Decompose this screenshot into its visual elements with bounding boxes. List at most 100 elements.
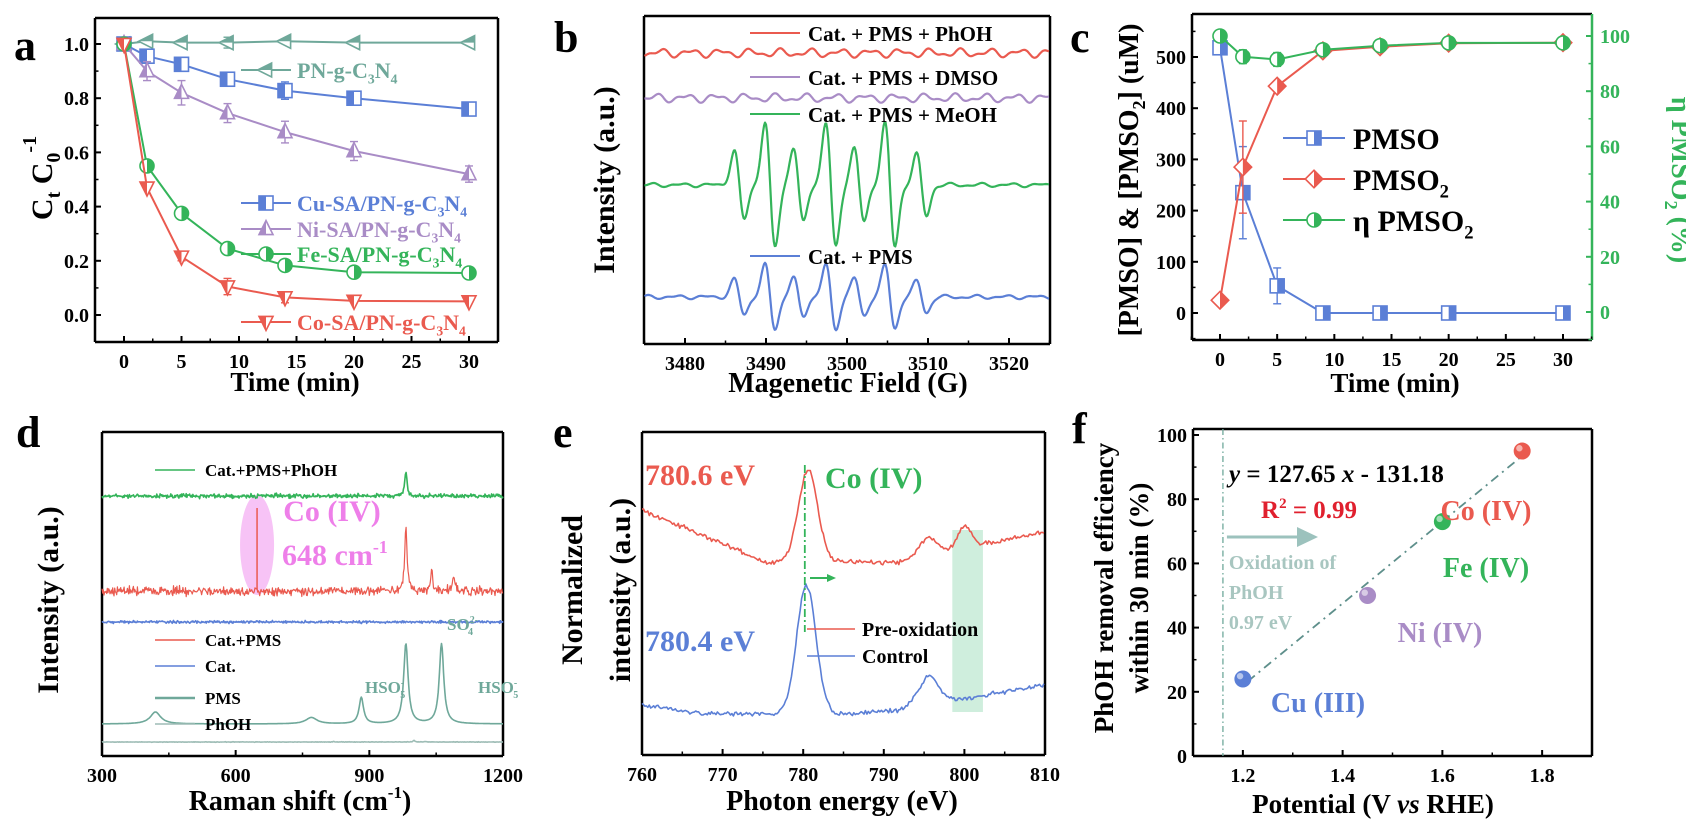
panel-c-ylabel: [PMSO] & [PMSO2] (uM)	[1114, 23, 1149, 336]
panel-c-point-fill	[1277, 278, 1285, 293]
panel-f-point-highlight	[1236, 672, 1244, 680]
panel-c-xtick-label: 5	[1272, 349, 1282, 371]
panel-f-xtick-label: 1.2	[1230, 765, 1255, 787]
panel-a-xtick-label: 20	[344, 351, 364, 373]
panel-a-legend-label: Ni-SA/PN-g-C3N4	[297, 217, 461, 246]
panel-a-point-fill	[117, 38, 124, 53]
panel-a-xlabel: Time (min)	[230, 367, 359, 397]
panel-f-threshold-label: Oxidation of	[1229, 552, 1337, 574]
panel-d-series-line-0	[101, 471, 504, 500]
panel-c-point-fill	[1322, 306, 1330, 320]
panel-c-xtick-label: 0	[1215, 349, 1225, 371]
panel-a-point-fill	[147, 158, 154, 173]
panel-d-peak-label: SO2-4	[447, 615, 478, 638]
panel-d-co-iv-label: Co (IV)	[283, 495, 381, 528]
panel-e-xtick-label: 790	[869, 764, 899, 786]
panel-c-point-fill	[1448, 35, 1456, 50]
panel-c-point-fill	[1563, 35, 1570, 50]
panel-a-point-fill	[345, 35, 360, 43]
panel-c-pmso-chart: 0 5 10 15 20 25 300100200300400500020406080100…	[1114, 12, 1686, 398]
panel-a-legend-label: PN-g-C3N4	[297, 58, 398, 87]
panel-a-legend-label: Co-SA/PN-g-C3N4	[297, 310, 466, 339]
panel-letter-e: e	[553, 408, 573, 457]
panel-c-xtick-label: 25	[1496, 349, 1516, 371]
panel-f-xlabel: Potential (V vs RHE)	[1252, 789, 1494, 819]
panel-f-correlation-chart: 1.2 1.4 1.6 1.8 0 20 40 60 80 100 PhOH removal eff…	[1089, 425, 1594, 819]
panel-f-point-label: Cu (III)	[1271, 688, 1365, 719]
panel-a-point-fill	[278, 83, 285, 98]
panel-f-threshold-label: 0.97 eV	[1229, 612, 1293, 634]
panel-e-xtick-label: 770	[708, 764, 738, 786]
panel-a-point-fill	[220, 280, 228, 295]
panel-a-xtick-label: 30	[459, 351, 479, 373]
panel-f-point	[1359, 587, 1377, 604]
panel-d-legend-label: Cat.+PMS	[205, 631, 281, 650]
panel-d-legend-label: PhOH	[205, 715, 251, 734]
panel-a-point-fill	[140, 182, 147, 197]
panel-e-xlabel: Photon energy (eV)	[726, 786, 958, 817]
panel-f-point	[1513, 442, 1531, 460]
panel-f-xtick-label: 1.6	[1430, 765, 1455, 787]
panel-f-ytick-label: 40	[1167, 618, 1187, 640]
panel-b-xtick-label: 3510	[908, 353, 948, 375]
panel-c-point-fill	[1220, 291, 1229, 309]
panel-c-legend-label: η PMSO2	[1353, 205, 1474, 244]
panel-a-point-fill	[140, 49, 147, 64]
panel-b-legend-label: Cat. + PMS + PhOH	[808, 22, 992, 46]
panel-a-ytick-label: 0.8	[64, 88, 89, 110]
panel-a-point-fill	[174, 251, 182, 266]
panel-a-point-fill	[220, 104, 228, 119]
panel-e-co-iv-label: Co (IV)	[825, 462, 923, 495]
panel-c-ytick-label: 400	[1156, 98, 1186, 120]
panel-d-legend-label: Cat.+PMS+PhOH	[205, 461, 337, 480]
panel-a-point-fill	[462, 102, 469, 117]
panel-c-point-fill	[1242, 49, 1250, 64]
panel-e-ylabel-2: intensity (a.u.)	[604, 498, 637, 682]
panel-f-ytick-label: 20	[1167, 682, 1187, 704]
panel-letter-a: a	[14, 21, 36, 70]
panel-e-legend-label: Pre-oxidation	[862, 619, 978, 641]
panel-d-series-line-4	[101, 739, 504, 744]
panel-c-point-fill	[1277, 77, 1286, 95]
panel-a-ylabel: Ct C0-1	[19, 136, 65, 220]
panel-c-legend-label: PMSO	[1353, 123, 1440, 156]
panel-e-legend-label: Control	[862, 646, 929, 668]
panel-a-legend-marker-fill	[266, 247, 273, 261]
panel-e-peak-label-control: 780.4 eV	[645, 625, 755, 658]
panel-letter-f: f	[1072, 404, 1088, 453]
panel-f-r-squared: R2 = 0.99	[1261, 496, 1357, 524]
panel-b-legend-label: Cat. + PMS + MeOH	[808, 103, 997, 127]
panel-a-point-fill	[174, 84, 182, 99]
panel-c-xtick-label: 20	[1439, 349, 1459, 371]
panel-b-legend-label: Cat. + PMS + DMSO	[808, 66, 998, 90]
panel-a-point-fill	[219, 35, 234, 43]
panel-d-xtick-label: 600	[221, 765, 251, 787]
panel-a-xtick-label: 25	[402, 351, 422, 373]
panel-c-right-ytick-label: 40	[1600, 192, 1620, 214]
panel-c-ytick-label: 500	[1156, 47, 1186, 69]
panel-c-xtick-label: 10	[1324, 349, 1344, 371]
panel-b-xtick-label: 3480	[665, 353, 705, 375]
panel-b-series-line-0	[644, 47, 1050, 59]
panel-c-xtick-label: 30	[1553, 349, 1573, 371]
panel-a-point-fill	[462, 295, 469, 310]
panel-f-point	[1234, 670, 1252, 688]
panel-a-point-fill	[138, 34, 153, 42]
panel-f-ylabel-2: within 30 min (%)	[1124, 483, 1154, 694]
panel-d-peak-label: HSO-5	[478, 678, 518, 701]
panel-b-series-line-3	[644, 261, 1050, 332]
panel-a-point-fill	[220, 72, 228, 87]
panel-e-xtick-label: 780	[788, 764, 818, 786]
panel-a-point-fill	[285, 258, 292, 273]
panel-e-shift-arrowhead	[827, 574, 836, 582]
panel-f-fit-line	[1247, 455, 1523, 682]
panel-a-ytick-label: 0.0	[64, 305, 89, 327]
panel-c-point-fill	[1380, 38, 1388, 53]
panel-a-legend-marker-fill	[257, 63, 272, 70]
panel-f-point-highlight	[1516, 445, 1523, 452]
panel-c-point-fill	[1242, 158, 1252, 176]
panel-a-point-fill	[469, 265, 476, 280]
panel-d-peak-label: HSO-5	[365, 678, 405, 701]
panel-f-ytick-label: 80	[1167, 489, 1187, 511]
panel-c-point-fill	[1380, 306, 1388, 320]
